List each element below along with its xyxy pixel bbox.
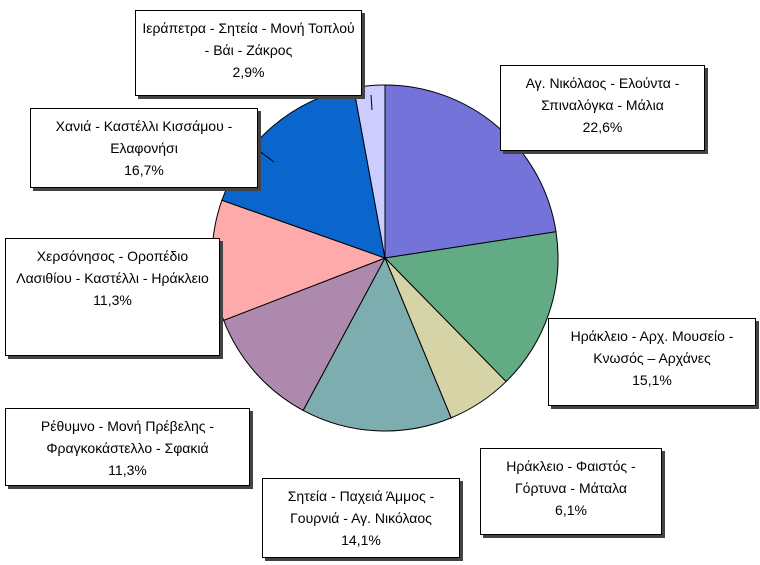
pie-slice — [384, 84, 557, 259]
pie-slice — [222, 257, 387, 412]
category-label: Χερσόνησος - Οροπέδιο Λασιθίου - Καστέλλ… — [16, 248, 209, 286]
value-label: 22,6% — [582, 119, 623, 135]
category-label: Ηράκλειο - Αρχ. Μουσείο - Κνωσός – Αρχάν… — [570, 328, 734, 366]
value-label: 11,3% — [108, 462, 147, 478]
leader-line — [257, 149, 275, 163]
label-box: Ηράκλειο - Φαιστός - Γόρτυνα - Μάταλα 6,1… — [480, 448, 662, 535]
pie-slice — [383, 231, 559, 383]
label-box: Ηράκλειο - Αρχ. Μουσείο - Κνωσός – Αρχάν… — [548, 318, 756, 406]
leader-line — [370, 94, 373, 111]
label-box: Χερσόνησος - Οροπέδιο Λασιθίου - Καστέλλ… — [5, 238, 220, 356]
category-label: Ηράκλειο - Φαιστός - Γόρτυνα - Μάταλα — [506, 458, 636, 496]
label-box: Αγ. Νικόλαος - Ελούντα - Σπιναλόγκα - Μά… — [500, 65, 705, 151]
value-label: 2,9% — [232, 64, 265, 80]
category-label: Ιεράπετρα - Σητεία - Μονή Τοπλού - Βάι -… — [142, 20, 355, 58]
category-label: Σητεία - Παχειά Άμμος - Γουρνιά - Αγ. Νι… — [287, 488, 435, 526]
leader-lines — [257, 94, 373, 163]
category-label: Αγ. Νικόλαος - Ελούντα - Σπιναλόγκα - Μά… — [525, 75, 680, 113]
label-box: Χανιά - Καστέλλι Κισσάμου - Ελαφονήσι 16,… — [30, 108, 258, 188]
label-box: Σητεία - Παχειά Άμμος - Γουρνιά - Αγ. Νι… — [262, 478, 460, 558]
pie-slice — [302, 256, 452, 432]
value-label: 15,1% — [632, 372, 672, 388]
label-box: Ρέθυμνο - Μονή Πρέβελης - Φραγκοκάστελλο… — [5, 408, 250, 486]
value-label: 14,1% — [341, 532, 381, 548]
label-box: Ιεράπετρα - Σητεία - Μονή Τοπλού - Βάι -… — [135, 10, 362, 96]
value-label: 16,7% — [124, 162, 164, 178]
category-label: Ρέθυμνο - Μονή Πρέβελης - Φραγκοκάστελλο… — [40, 418, 215, 456]
category-label: Χανιά - Καστέλλι Κισσάμου - Ελαφονήσι — [55, 118, 233, 156]
value-label: 11,3% — [93, 292, 132, 308]
value-label: 6,1% — [555, 502, 587, 518]
